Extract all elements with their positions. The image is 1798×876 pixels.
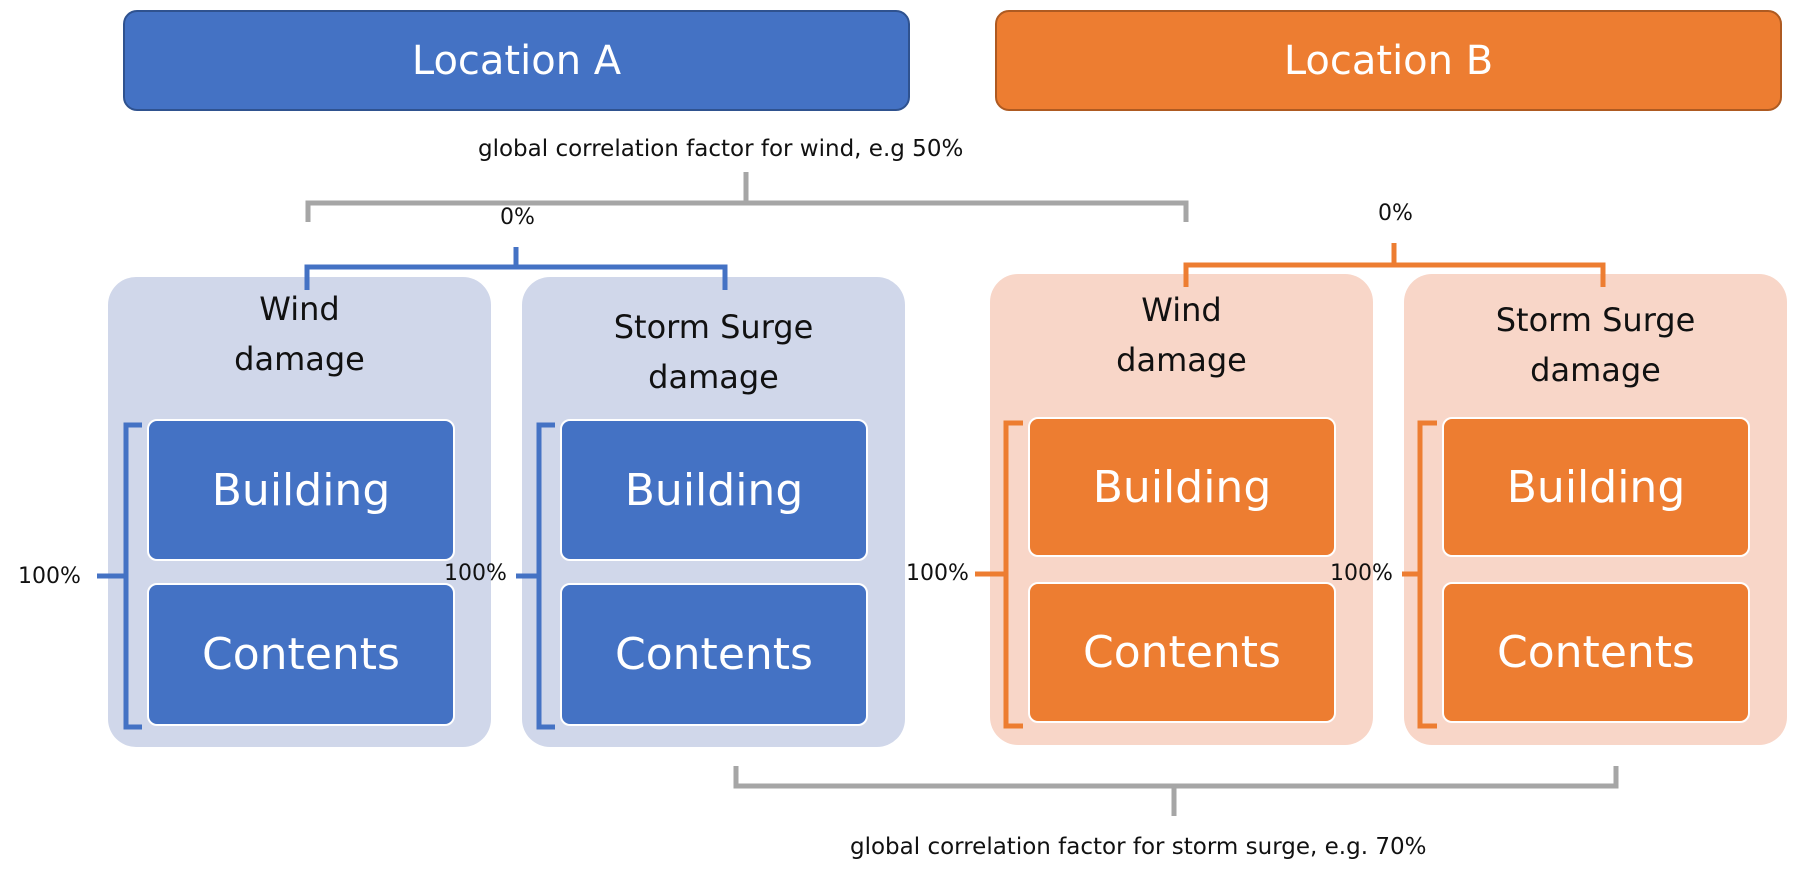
location-b-header: Location B — [995, 10, 1782, 111]
location-b-wind-building: Building — [1028, 417, 1336, 557]
location-a-surge-contents: Contents — [560, 583, 868, 726]
global-surge-caption: global correlation factor for storm surg… — [850, 834, 1427, 860]
item-label: Contents — [1083, 627, 1281, 678]
global-wind-bracket — [305, 172, 1189, 222]
item-label: Building — [624, 464, 804, 516]
location-b-intra-correlation: 0% — [1378, 201, 1413, 226]
panel-title-surge: Storm Surge damage — [1495, 301, 1696, 389]
panel-title-wind: Wind damage — [1116, 291, 1247, 379]
item-label: Building — [1092, 461, 1272, 513]
location-b-title: Location B — [1283, 37, 1494, 84]
location-b-wind-contents: Contents — [1028, 582, 1336, 723]
location-a-title: Location A — [411, 37, 622, 84]
item-label: Building — [1506, 461, 1686, 513]
location-a-wind-building: Building — [147, 419, 455, 561]
location-a-surge-building: Building — [560, 419, 868, 561]
panel-title-wind: Wind damage — [234, 290, 365, 378]
location-b-wind-correlation: 100% — [906, 561, 969, 586]
location-b-surge-building: Building — [1442, 417, 1750, 557]
global-surge-bracket — [733, 766, 1619, 816]
location-a-wind-correlation: 100% — [18, 564, 81, 589]
item-label: Building — [211, 464, 391, 516]
location-a-surge-correlation: 100% — [444, 561, 507, 586]
location-a-intra-correlation: 0% — [500, 205, 535, 230]
location-b-surge-contents: Contents — [1442, 582, 1750, 723]
global-wind-caption: global correlation factor for wind, e.g … — [478, 136, 964, 162]
item-label: Contents — [1497, 627, 1695, 678]
location-a-wind-contents: Contents — [147, 583, 455, 726]
panel-title-surge: Storm Surge damage — [613, 308, 814, 396]
location-b-surge-correlation: 100% — [1330, 561, 1393, 586]
location-a-header: Location A — [123, 10, 910, 111]
item-label: Contents — [202, 629, 400, 680]
item-label: Contents — [615, 629, 813, 680]
